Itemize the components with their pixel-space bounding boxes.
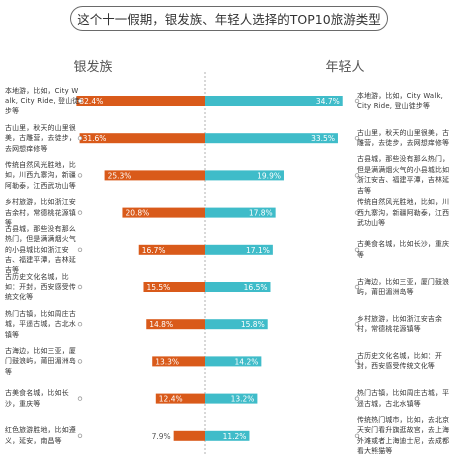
silver-bar-6: [143, 282, 205, 292]
young-connector-dot-6: [354, 284, 360, 290]
silver-series-header: 银发族: [73, 60, 113, 75]
silver-bar-2: [79, 133, 205, 144]
silver-value-6: 15.5%: [146, 283, 170, 292]
young-bar-10: [205, 430, 250, 441]
silver-category-label-3: 传统自然风光胜地，比如，川西九寨沟，新疆阿勒泰，江西武功山等: [5, 160, 76, 190]
young-bar-2: [205, 133, 338, 144]
young-bar-9: [205, 393, 258, 404]
young-bar-5: [205, 244, 273, 255]
silver-connector-dot-9: [77, 396, 83, 401]
young-value-3: 19.9%: [257, 171, 281, 180]
young-category-label-9: 热门古镇，比如周庄古城，平遥古城，古北水镇等: [357, 389, 450, 408]
young-bar-6: [205, 282, 271, 292]
young-connector-dot-10: [354, 433, 360, 438]
silver-connector-dot-5: [77, 247, 83, 252]
young-category-label-10: 传统热门城市，比如，去北京天安门看升旗逛故宫，去上海外滩或者上海迪士尼，去成都看…: [357, 415, 450, 456]
young-value-4: 17.8%: [249, 209, 273, 218]
silver-value-5: 16.7%: [142, 246, 166, 255]
silver-connector-dot-10: [77, 433, 83, 438]
silver-connector-dot-1: [77, 98, 83, 104]
silver-category-label-5: 古县城，那些没有那么热门，但是满满烟火气的小县城比如浙江安吉、福建平潭，吉林延吉…: [5, 224, 76, 275]
young-value-10: 11.2%: [223, 432, 247, 441]
silver-value-9: 12.4%: [159, 395, 183, 404]
young-connector-dot-5: [354, 247, 360, 252]
silver-bar-4: [122, 207, 205, 218]
silver-bar-9: [155, 393, 205, 404]
young-category-label-6: 古海边，比如三亚，厦门鼓浪屿，莆田湄洲岛等: [357, 277, 450, 296]
silver-category-label-9: 古美食名城，比如长沙，重庆等: [5, 389, 69, 408]
silver-value-4: 20.8%: [125, 209, 149, 218]
silver-connector-dot-3: [77, 173, 83, 178]
silver-value-10: 7.9%: [152, 432, 171, 441]
young-connector-dot-3: [354, 173, 360, 178]
silver-connector-dot-7: [77, 322, 83, 327]
young-bar-1: [205, 96, 343, 106]
young-connector-dot-7: [354, 322, 360, 327]
young-category-label-4: 传统自然风光胜地，比如，川西九寨沟，新疆阿勒泰，江西武功山等: [357, 198, 450, 227]
silver-category-label-1: 本地游，比如，City Walk, City Ride, 登山徒步等: [5, 86, 80, 116]
silver-category-label-6: 古历史文化名城，比如：开封，西安感受传统文化等: [5, 272, 76, 302]
silver-connector-dot-8: [77, 359, 83, 364]
silver-value-7: 14.8%: [149, 320, 173, 329]
silver-category-label-7: 热门古镇，比如周庄古城，平遥古城，古北水镇等: [5, 309, 76, 339]
chart-title: 这个十一假期，银发族、年轻人选择的TOP10旅游类型: [70, 6, 388, 31]
silver-value-1: 32.4%: [79, 97, 103, 106]
young-value-7: 15.8%: [241, 320, 265, 329]
young-category-label-2: 古山里，秋天的山里很美，古雕营，去徒步，去网想痒修等: [357, 128, 450, 148]
young-bar-4: [205, 207, 276, 218]
young-connector-dot-8: [354, 359, 360, 364]
silver-bar-5: [138, 244, 205, 255]
young-bar-3: [205, 170, 284, 181]
young-value-5: 17.1%: [246, 246, 270, 255]
young-connector-dot-2: [354, 135, 360, 141]
young-value-6: 16.5%: [244, 283, 268, 292]
young-bar-8: [205, 356, 262, 367]
young-value-8: 14.2%: [235, 357, 259, 366]
young-value-9: 13.2%: [231, 395, 255, 404]
silver-connector-dot-4: [77, 210, 83, 215]
young-category-label-7: 乡村旅游，比如浙江安吉余村，常德桃花源镇等: [357, 314, 443, 334]
silver-value-3: 25.3%: [108, 171, 132, 180]
young-value-1: 34.7%: [316, 97, 340, 106]
silver-bar-10: [173, 430, 205, 441]
young-category-label-3: 古县城，那些没有那么热门，但是满满烟火气的小县城比如浙江安吉、福建平潭，吉林延吉…: [357, 155, 450, 195]
young-category-label-1: 本地游，比如，City Walk, City Ride, 登山徒步等: [357, 91, 444, 110]
silver-bar-7: [146, 319, 205, 330]
silver-bar-3: [104, 170, 205, 181]
silver-connector-dot-6: [77, 284, 83, 290]
silver-bar-1: [76, 96, 205, 106]
silver-connector-dot-2: [77, 135, 83, 141]
young-connector-dot-1: [354, 98, 360, 104]
young-category-label-8: 古历史文化名城，比如：开封，西安感受传统文化等: [357, 351, 443, 371]
silver-category-label-8: 古海边，比如三亚，厦门鼓浪屿，莆田湄洲岛等: [5, 346, 76, 376]
silver-category-label-4: 乡村旅游，比如浙江安吉余村，常德桃花源镇等: [5, 198, 76, 227]
young-connector-dot-4: [354, 210, 360, 215]
silver-category-label-10: 红色旅游胜地，比如遵义，延安，南昌等: [5, 426, 76, 445]
young-category-label-5: 古美食名城，比如长沙，重庆等: [357, 240, 450, 259]
young-connector-dot-9: [354, 396, 360, 401]
silver-value-2: 31.6%: [83, 134, 107, 143]
young-value-2: 33.5%: [311, 134, 335, 143]
silver-category-label-2: 古山里，秋天的山里很美，古雕营，去徒步，去网想痒修等: [5, 123, 76, 153]
young-bar-7: [205, 319, 268, 330]
silver-value-8: 13.3%: [155, 357, 179, 366]
young-series-header: 年轻人: [325, 60, 365, 75]
silver-bar-8: [152, 356, 205, 367]
